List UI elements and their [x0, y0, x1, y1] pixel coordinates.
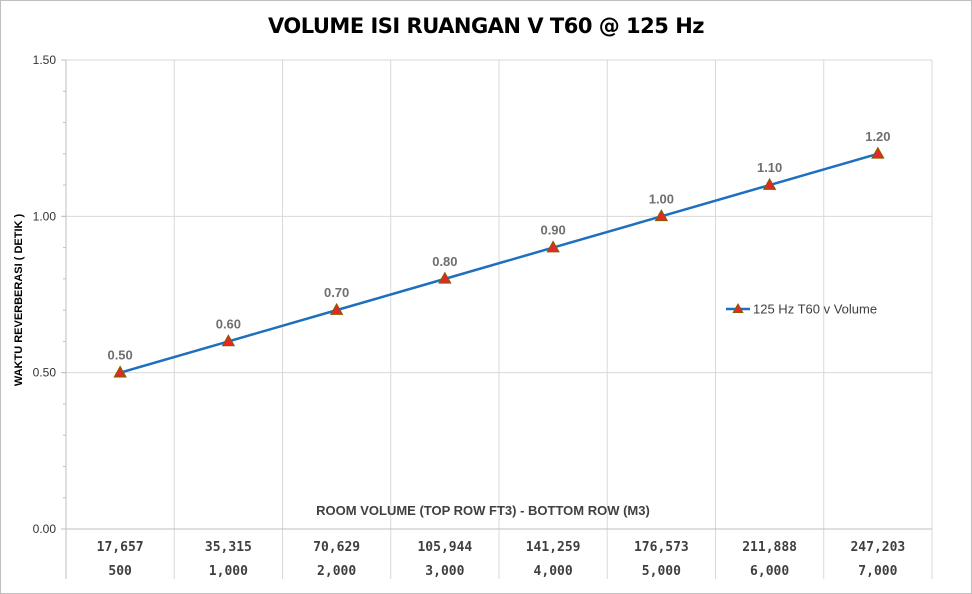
y-axis-title: WAKTU REVERBERASI ( DETIK ) [13, 213, 25, 386]
x-axis-title: ROOM VOLUME (TOP ROW FT3) - BOTTOM ROW (… [316, 503, 650, 518]
data-point-marker [871, 146, 885, 159]
x-category-label-ft3: 17,657 [97, 540, 144, 555]
x-category-label-m3: 2,000 [317, 564, 356, 579]
data-point-marker [113, 365, 127, 378]
x-category-label-m3: 5,000 [642, 564, 681, 579]
y-tick-labels: 0.00 0.50 1.00 1.50 [33, 53, 57, 536]
axes [61, 59, 932, 579]
x-category-label-ft3: 176,573 [634, 540, 689, 555]
chart-title: VOLUME ISI RUANGAN V T60 @ 125 Hz [268, 14, 705, 38]
data-label: 0.70 [324, 285, 349, 300]
data-point-marker [654, 209, 669, 222]
data-point-marker [546, 240, 560, 253]
legend-marker-swatch [732, 302, 744, 313]
data-label: 1.00 [649, 191, 674, 206]
x-category-label-m3: 6,000 [750, 564, 789, 579]
data-label: 0.90 [540, 223, 565, 238]
x-category-labels: 17,657 35,315 70,629 105,944 141,259 176,573 2… [97, 540, 906, 579]
y-tick-label: 0.00 [33, 522, 57, 536]
x-category-label-ft3: 211,888 [742, 540, 797, 555]
x-category-label-ft3: 141,259 [526, 540, 581, 555]
legend: 125 Hz T60 v Volume [726, 302, 877, 317]
x-category-label-m3: 4,000 [534, 564, 573, 579]
data-label: 0.80 [432, 254, 457, 269]
data-label: 0.60 [216, 316, 241, 331]
series-125hz: 0.50 0.60 0.70 0.80 0.90 1.00 1.10 1.20 [107, 129, 891, 378]
data-label: 0.50 [107, 348, 132, 363]
series-line [119, 152, 879, 374]
y-tick-label: 1.00 [33, 209, 57, 223]
legend-entry-label: 125 Hz T60 v Volume [753, 302, 877, 317]
grid-lines [66, 59, 933, 579]
data-label: 1.10 [757, 160, 782, 175]
x-category-label-m3: 7,000 [858, 564, 897, 579]
data-point-marker [438, 271, 452, 284]
data-point-marker [221, 334, 236, 347]
x-category-label-m3: 3,000 [425, 564, 464, 579]
data-point-marker [762, 177, 777, 190]
data-point-marker [329, 302, 344, 315]
x-category-label-ft3: 247,203 [850, 540, 905, 555]
x-category-label-m3: 1,000 [209, 564, 248, 579]
x-category-label-ft3: 70,629 [313, 540, 360, 555]
x-category-label-m3: 500 [108, 564, 132, 579]
x-category-label-ft3: 35,315 [205, 540, 252, 555]
data-label: 1.20 [865, 129, 890, 144]
y-tick-label: 1.50 [33, 53, 57, 67]
y-tick-label: 0.50 [33, 366, 57, 380]
x-category-label-ft3: 105,944 [417, 540, 472, 555]
